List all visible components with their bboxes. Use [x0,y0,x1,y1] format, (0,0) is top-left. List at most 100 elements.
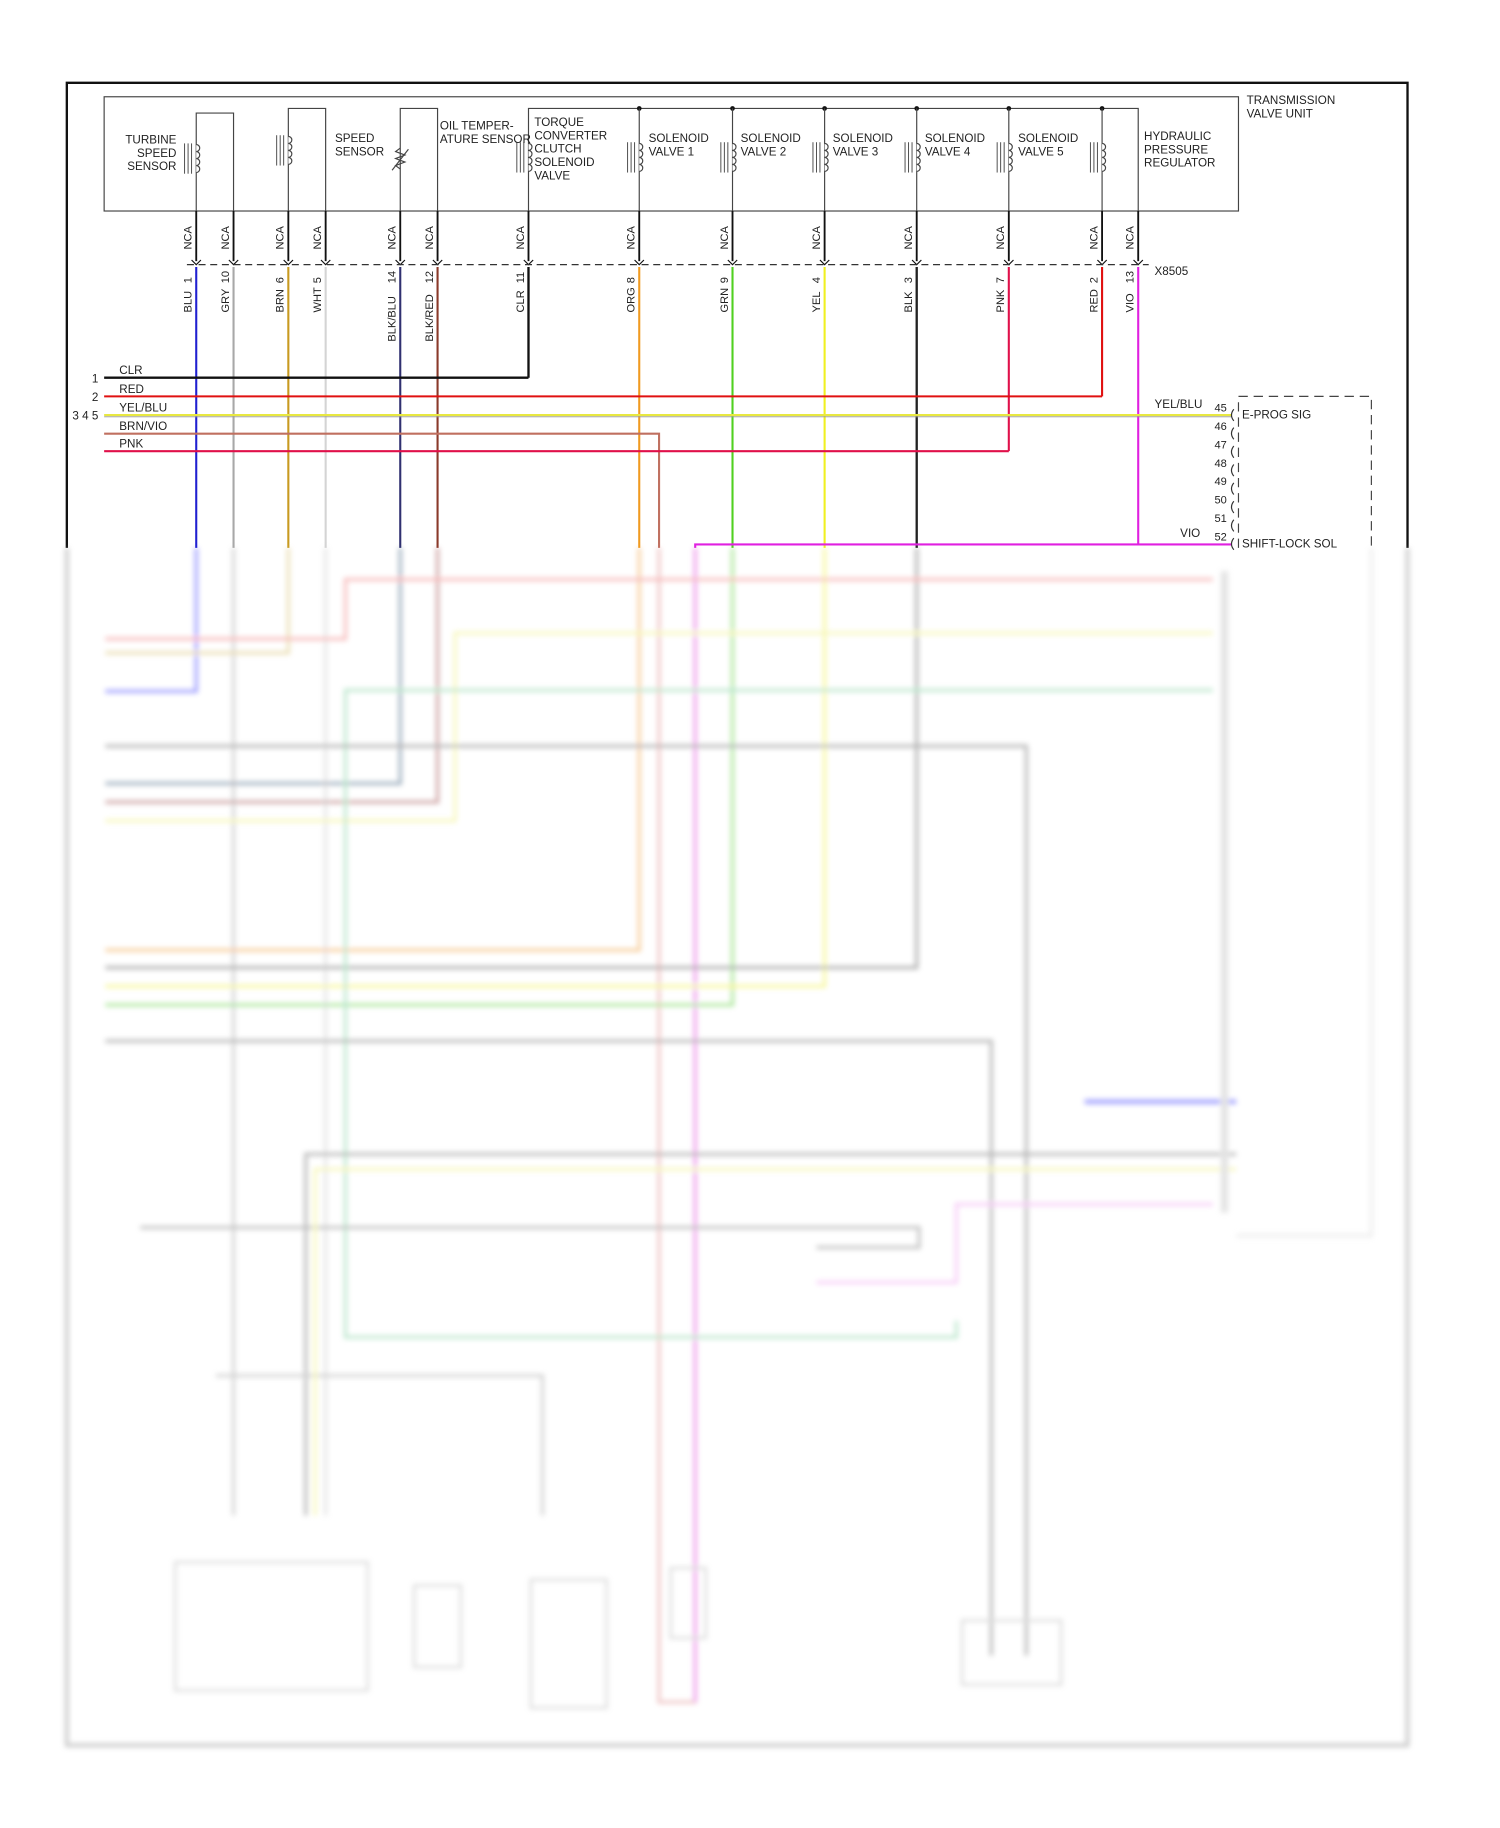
bus-wire-label: PNK [119,438,143,451]
pin-number: 1 [183,277,195,283]
component-loop [399,107,439,212]
blurred-wire [216,1374,544,1516]
blurred-wire [65,547,1410,1747]
solenoid-valve-2-label: SOLENOID VALVE 2 [741,132,801,158]
nca-label: NCA [903,226,915,250]
blurred-wire [105,1039,993,1656]
solenoid-valve-1-label: SOLENOID VALVE 1 [649,132,709,158]
nca-label: NCA [995,226,1007,250]
blurred-wire [105,547,290,655]
wire-color-label: BLU [183,291,195,313]
coil-icon [639,142,644,172]
module-pin-number: 52 [1215,531,1227,543]
module-pin-signal: SHIFT-LOCK SOL [1242,537,1338,550]
pin-number: 14 [387,271,399,283]
connector-pin-icon [727,259,738,266]
bus-wire-label: YEL/BLU [119,402,167,415]
module-pin-icon [1230,427,1235,440]
wire-color-label: BLK/BLU [387,296,399,342]
pin-number: 9 [719,277,731,283]
pin-number: 10 [220,271,232,283]
bus-wire-label: RED [119,383,144,396]
blurred-wire [344,688,1213,1339]
blurred-component [413,1584,463,1669]
coil-icon [528,142,533,172]
pin-number: 5 [312,277,324,283]
bus-pin-number: 2 [92,391,98,404]
bus-wire-brn-vio [104,432,661,548]
blurred-wire [304,1152,1237,1516]
coil-icon [732,142,737,172]
module-pin-signal: E-PROG SIG [1242,409,1311,422]
splice-dot [914,106,920,111]
blurred-wire [105,577,1213,641]
pin-number: 12 [424,271,436,283]
blurred-component [174,1561,369,1692]
module-pin-wire: VIO [1180,527,1200,540]
module-pin-number: 49 [1215,476,1227,488]
module-pin-icon [1230,464,1235,477]
pin-number: 13 [1125,271,1137,283]
wire-color-label: RED [1088,289,1100,312]
module-pin-icon [1230,500,1235,514]
blurred-wire [105,547,827,988]
module-pin-icon [1230,537,1235,551]
bus-pin-number: 3 4 5 [72,410,98,423]
nca-label: NCA [515,226,527,250]
blurred-wire [105,547,402,785]
blurred-component [669,1566,707,1640]
nca-label: NCA [312,226,324,250]
pin-number: 11 [515,272,527,283]
connector-pin-icon [191,259,202,266]
splice-dot [1006,106,1012,111]
component-loop [195,112,235,212]
solenoid-valve-5-label: SOLENOID VALVE 5 [1018,132,1078,158]
bus-wire-label: CLR [119,364,142,377]
thermistor-arrow [391,148,409,171]
wire-color-label: GRN [719,288,731,313]
blurred-component [529,1578,608,1710]
coil-icon [1008,142,1013,172]
module-pin-icon [1230,445,1235,459]
blurred-wire [140,1226,921,1249]
module-pin-icon [1230,482,1235,495]
module-pin-icon [1230,519,1235,532]
pin-number: 3 [903,277,915,283]
blurred-wire [105,547,734,1007]
blurred-wire [105,547,198,693]
connector-name: X8505 [1155,265,1189,278]
nca-label: NCA [275,226,287,250]
solenoid-valve-4-label: SOLENOID VALVE 4 [925,132,985,158]
module-pin-number: 48 [1215,458,1227,470]
wire-color-label: YEL [811,292,823,313]
coil-icon [288,135,293,165]
speed-sensor-label: SPEED SENSOR [335,132,384,158]
nca-label: NCA [1088,226,1100,250]
module-pin-number: 51 [1215,513,1227,525]
nca-label: NCA [811,226,823,250]
coil-icon [196,143,201,174]
pin-number: 2 [1088,277,1100,283]
pin-number: 7 [995,277,1007,283]
bus-pin-number: 1 [92,372,98,385]
splice-dot [730,106,735,111]
torque-converter-clutch-solenoid-valve-label: TORQUE CONVERTER CLUTCH SOLENOID VALVE [534,116,607,183]
oil-temperature-sensor-label: OIL TEMPER-ATURE SENSOR [440,119,531,145]
module-pin-wire: YEL/BLU [1155,398,1203,411]
wire-color-label: PNK [995,289,1007,312]
coil-icon [916,142,921,172]
solenoid-supply-line [527,107,1139,212]
connector-pin-icon [819,259,830,266]
module-pin-number: 47 [1215,439,1227,451]
bus-wire-label: BRN/VIO [119,420,167,433]
blurred-wire [105,547,440,804]
blurred-wire [657,547,697,1704]
nca-label: NCA [719,226,731,250]
nca-label: NCA [626,226,638,250]
splice-dot [1099,106,1105,111]
blurred-lower-diagram [65,547,1410,1747]
blurred-wire [1236,547,1373,1238]
module-pin-icon [1230,408,1235,422]
nca-label: NCA [424,226,436,250]
